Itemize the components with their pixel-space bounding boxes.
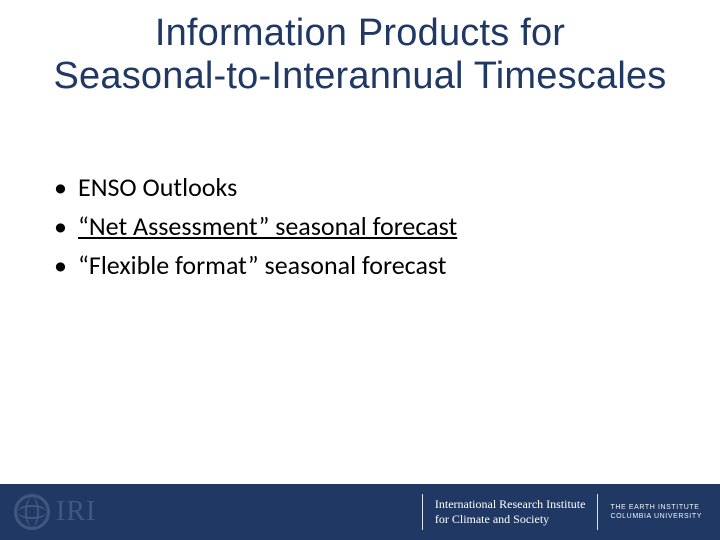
slide-body: ENSO Outlooks “Net Assessment” seasonal … (48, 170, 690, 287)
slide: Information Products for Seasonal-to-Int… (0, 0, 720, 540)
footer-affiliation: THE EARTH INSTITUTE COLUMBIA UNIVERSITY (610, 503, 702, 521)
title-line-2: Seasonal-to-Interannual Timescales (53, 55, 666, 97)
list-item: “Flexible format” seasonal forecast (48, 248, 690, 283)
bullet-link[interactable]: “Net Assessment” seasonal forecast (78, 210, 457, 242)
footer-line-2: for Climate and Society (435, 512, 549, 526)
list-item: ENSO Outlooks (48, 170, 690, 205)
footer-logo-text: IRI (56, 496, 96, 528)
footer-divider-icon (422, 494, 423, 530)
list-item: “Net Assessment” seasonal forecast (48, 209, 690, 244)
bullet-text: “Flexible format” seasonal forecast (78, 249, 447, 281)
globe-icon (14, 494, 50, 530)
bullet-text: ENSO Outlooks (78, 171, 237, 203)
footer-logo-left: IRI (14, 494, 96, 530)
footer-sub-1: THE EARTH INSTITUTE (610, 504, 699, 511)
footer-line-1: International Research Institute (435, 497, 586, 511)
footer-sub-2: COLUMBIA UNIVERSITY (610, 513, 702, 520)
slide-title: Information Products for Seasonal-to-Int… (0, 12, 720, 97)
footer-divider-icon (597, 494, 598, 530)
footer-institute-name: International Research Institute for Cli… (435, 497, 586, 527)
footer-right-block: International Research Institute for Cli… (422, 494, 702, 530)
footer-bar: IRI International Research Institute for… (0, 484, 720, 540)
title-line-1: Information Products for (155, 12, 565, 54)
bullet-list: ENSO Outlooks “Net Assessment” seasonal … (48, 170, 690, 283)
